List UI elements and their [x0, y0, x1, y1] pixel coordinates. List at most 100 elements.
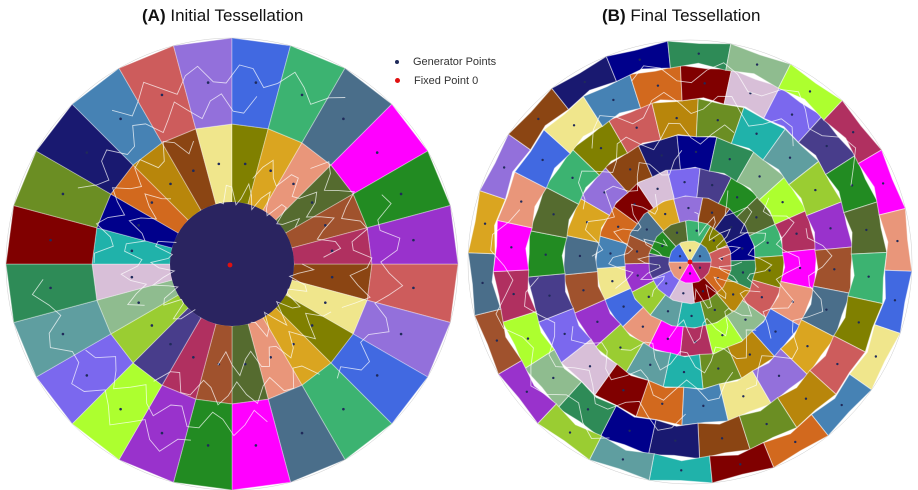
generator-point — [777, 374, 781, 378]
voronoi-cell — [648, 453, 713, 484]
coastline — [668, 290, 761, 344]
coastline — [93, 140, 195, 263]
generator-point — [502, 166, 506, 169]
generator-point — [160, 93, 164, 97]
generator-point — [665, 282, 668, 285]
generator-point — [609, 252, 612, 255]
coastline — [336, 194, 404, 379]
generator-point — [578, 254, 582, 258]
voronoi-cell — [709, 441, 775, 484]
generator-point — [688, 249, 692, 252]
coastline — [591, 91, 794, 149]
generator-point — [495, 339, 499, 342]
generator-point — [741, 271, 745, 274]
voronoi-cell — [651, 98, 699, 141]
generator-point — [678, 266, 682, 269]
legend-label-generator: Generator Points — [413, 55, 497, 68]
generator-point — [160, 431, 164, 435]
generator-point — [192, 169, 195, 172]
generator-point — [548, 294, 551, 297]
generator-point — [150, 324, 154, 327]
voronoi-cell — [492, 219, 533, 273]
generator-point — [269, 356, 272, 359]
generator-point — [744, 318, 747, 321]
generator-point — [720, 257, 724, 260]
generator-point — [683, 180, 686, 184]
generator-point — [563, 332, 566, 336]
generator-point — [510, 246, 513, 249]
coastline — [252, 159, 342, 258]
generator-point — [825, 308, 828, 311]
generator-point — [721, 333, 724, 337]
generator-point — [137, 224, 140, 227]
generator-point — [840, 403, 843, 407]
generator-point — [525, 390, 529, 394]
generator-point — [635, 250, 639, 253]
generator-point — [612, 98, 615, 102]
voronoi-cell — [301, 362, 393, 461]
generator-point — [710, 211, 714, 214]
generator-point — [375, 151, 379, 154]
generator-point — [731, 293, 735, 296]
generator-point — [808, 90, 812, 93]
generator-point — [61, 192, 65, 196]
generator-point — [804, 397, 808, 400]
generator-point — [130, 249, 134, 253]
voronoi-cell — [35, 103, 134, 195]
generator-point — [735, 196, 739, 199]
panel-a-title: (A) Initial Tessellation — [142, 6, 303, 26]
generator-point — [697, 52, 700, 55]
sphere-outline — [5, 37, 459, 490]
generator-point — [666, 337, 670, 341]
coastline — [218, 182, 301, 228]
generator-point — [682, 292, 685, 295]
generator-point — [541, 158, 544, 162]
generator-point — [716, 118, 719, 122]
generator-point — [755, 63, 759, 66]
generator-point — [739, 463, 742, 466]
generator-point — [49, 286, 52, 290]
generator-point — [666, 310, 670, 313]
voronoi-cell — [330, 103, 429, 195]
generator-point — [119, 117, 122, 121]
panel-b-title-text: Final Tessellation — [630, 6, 761, 25]
coastline — [608, 193, 658, 289]
generator-point — [774, 330, 777, 333]
panel-b-letter: (B) — [602, 6, 626, 25]
generator-point — [526, 337, 530, 340]
voronoi-cell — [5, 204, 98, 265]
generator-point — [795, 232, 798, 235]
generator-point — [881, 182, 885, 185]
generator-point — [571, 176, 574, 180]
generator-point — [628, 429, 631, 432]
legend: Generator Points Fixed Point 0 — [395, 52, 496, 90]
generator-point — [728, 157, 731, 161]
generator-point — [851, 130, 855, 134]
generator-point — [192, 356, 195, 359]
generator-point — [690, 314, 693, 318]
generator-point — [310, 201, 314, 204]
generator-point — [206, 444, 210, 447]
generator-point — [61, 332, 65, 336]
sphere-outline — [467, 39, 913, 485]
generator-point — [330, 275, 334, 279]
generator-point — [674, 439, 677, 442]
generator-point — [399, 192, 403, 196]
generator-point — [310, 324, 314, 327]
voronoi-cell — [667, 40, 732, 71]
generator-point — [741, 247, 744, 250]
generator-point — [768, 269, 771, 272]
generator-point — [720, 437, 724, 440]
generator-point — [330, 249, 334, 253]
coastline — [694, 261, 743, 309]
coastline — [578, 122, 735, 210]
generator-point — [765, 422, 768, 426]
generator-point — [342, 407, 345, 411]
generator-point — [483, 222, 487, 225]
generator-point — [119, 407, 122, 411]
generator-point — [399, 332, 403, 336]
generator-point — [661, 402, 664, 406]
generator-point — [712, 239, 715, 242]
coastline — [637, 238, 669, 297]
